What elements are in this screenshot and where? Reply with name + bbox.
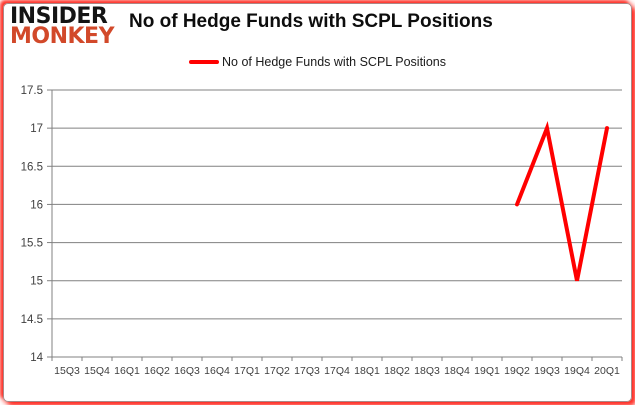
x-tick-label: 19Q3 bbox=[534, 365, 560, 377]
x-tick-label: 18Q4 bbox=[444, 365, 470, 377]
y-tick-label: 16 bbox=[30, 199, 43, 211]
y-tick-label: 17.5 bbox=[21, 85, 43, 97]
x-tick-label: 18Q2 bbox=[384, 365, 410, 377]
chart-legend: No of Hedge Funds with SCPL Positions bbox=[0, 55, 635, 69]
x-tick-label: 19Q2 bbox=[504, 365, 530, 377]
x-tick-label: 18Q3 bbox=[414, 365, 440, 377]
x-tick-label: 20Q1 bbox=[594, 365, 620, 377]
y-tick-label: 14 bbox=[30, 352, 43, 364]
y-tick-label: 15.5 bbox=[21, 238, 43, 250]
x-tick-label: 15Q4 bbox=[84, 365, 110, 377]
y-tick-label: 17 bbox=[30, 123, 43, 135]
x-tick-label: 18Q1 bbox=[354, 365, 380, 377]
y-tick-label: 15 bbox=[30, 276, 43, 288]
chart-title: No of Hedge Funds with SCPL Positions bbox=[129, 11, 493, 32]
x-tick-label: 15Q3 bbox=[54, 365, 80, 377]
x-tick-label: 17Q4 bbox=[324, 365, 350, 377]
y-tick-label: 16.5 bbox=[21, 161, 43, 173]
x-tick-label: 19Q4 bbox=[564, 365, 590, 377]
logo-insider-text: INSIDER bbox=[10, 4, 108, 29]
x-tick-label: 16Q2 bbox=[144, 365, 170, 377]
x-tick-label: 17Q2 bbox=[264, 365, 290, 377]
x-tick-label: 16Q4 bbox=[204, 365, 230, 377]
insider-monkey-logo: INSIDER MONKEY bbox=[10, 4, 115, 50]
y-tick-label: 14.5 bbox=[21, 314, 43, 326]
series-line bbox=[515, 121, 609, 282]
legend-label: No of Hedge Funds with SCPL Positions bbox=[222, 55, 446, 69]
x-tick-label: 17Q1 bbox=[234, 365, 260, 377]
legend-line-swatch bbox=[189, 60, 220, 64]
x-tick-label: 17Q3 bbox=[294, 365, 320, 377]
x-tick-label: 16Q1 bbox=[114, 365, 140, 377]
x-tick-label: 19Q1 bbox=[474, 365, 500, 377]
logo-monkey-text: MONKEY bbox=[10, 24, 115, 50]
x-tick-label: 16Q3 bbox=[174, 365, 200, 377]
